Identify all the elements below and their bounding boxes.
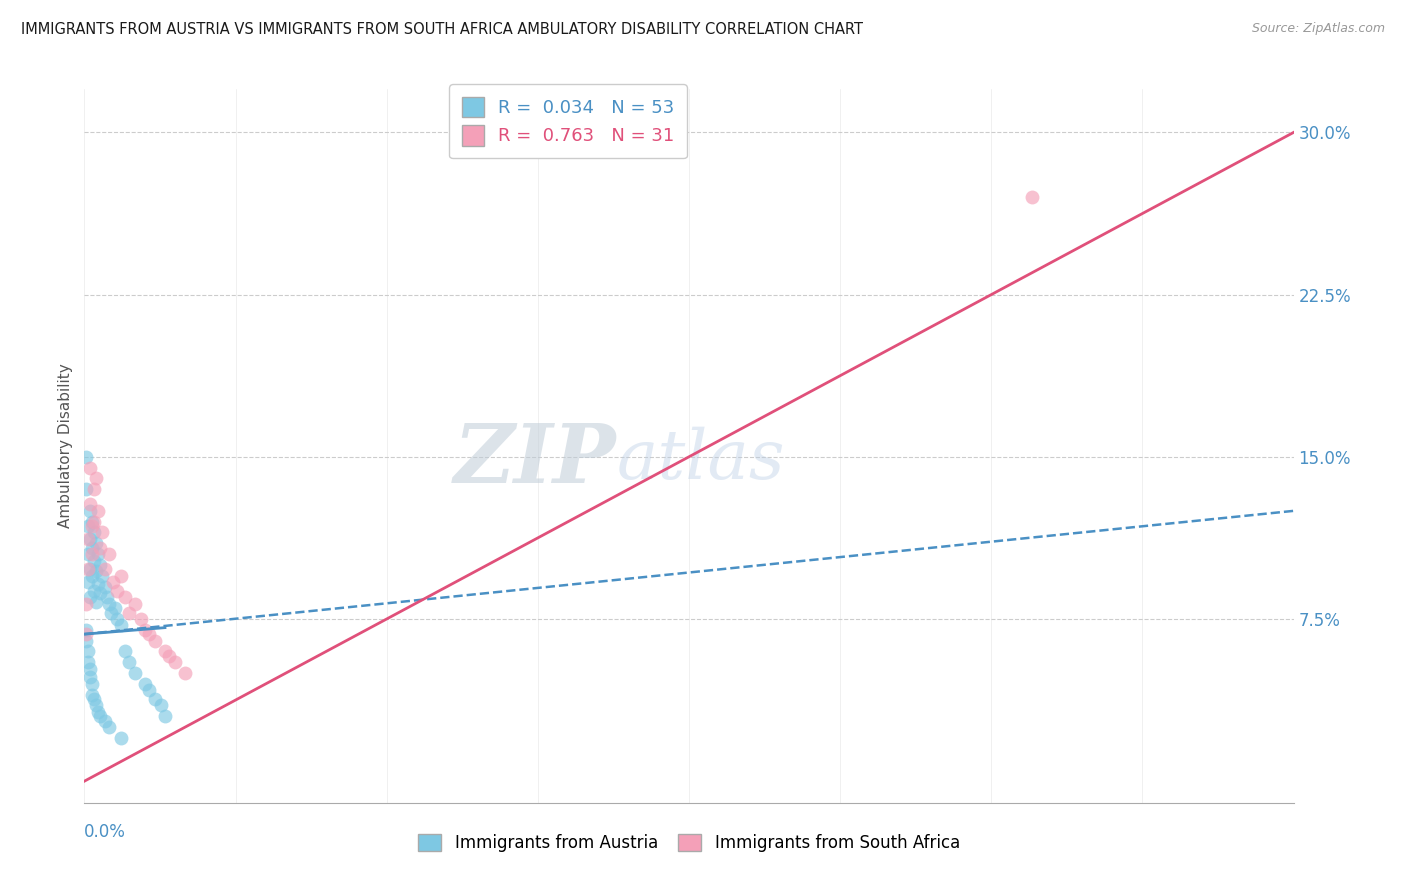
Point	[75, 633, 97, 648]
Point	[118, 606, 141, 620]
Point	[157, 648, 180, 663]
Point	[110, 618, 132, 632]
Point	[87, 547, 110, 561]
Text: IMMIGRANTS FROM AUSTRIA VS IMMIGRANTS FROM SOUTH AFRICA AMBULATORY DISABILITY CO: IMMIGRANTS FROM AUSTRIA VS IMMIGRANTS FR…	[21, 22, 863, 37]
Point	[124, 666, 146, 681]
Point	[93, 562, 115, 576]
Point	[87, 577, 110, 591]
Point	[89, 709, 111, 723]
Point	[97, 720, 120, 734]
Point	[97, 597, 120, 611]
Text: ZIP: ZIP	[454, 420, 616, 500]
Point	[82, 519, 104, 533]
Point	[75, 627, 97, 641]
Point	[77, 532, 100, 546]
Point	[77, 655, 100, 669]
Point	[83, 583, 105, 598]
Point	[79, 591, 101, 605]
Point	[105, 612, 128, 626]
Point	[86, 565, 108, 579]
Point	[101, 575, 124, 590]
Point	[87, 705, 110, 719]
Point	[138, 683, 160, 698]
Point	[75, 482, 97, 496]
Point	[86, 698, 108, 713]
Point	[82, 515, 104, 529]
Point	[134, 623, 156, 637]
Point	[153, 709, 176, 723]
Point	[83, 553, 105, 567]
Point	[100, 606, 122, 620]
Point	[174, 666, 197, 681]
Point	[77, 644, 100, 658]
Text: Source: ZipAtlas.com: Source: ZipAtlas.com	[1251, 22, 1385, 36]
Point	[83, 692, 105, 706]
Point	[82, 541, 104, 555]
Point	[79, 562, 101, 576]
Point	[77, 562, 100, 576]
Point	[143, 633, 166, 648]
Point	[75, 623, 97, 637]
Point	[93, 714, 115, 728]
Legend: Immigrants from Austria, Immigrants from South Africa: Immigrants from Austria, Immigrants from…	[412, 827, 966, 859]
Point	[83, 515, 105, 529]
Point	[89, 586, 111, 600]
Point	[75, 450, 97, 464]
Point	[86, 595, 108, 609]
Point	[82, 688, 104, 702]
Point	[124, 597, 146, 611]
Point	[82, 677, 104, 691]
Point	[79, 497, 101, 511]
Point	[79, 532, 101, 546]
Point	[77, 547, 100, 561]
Y-axis label: Ambulatory Disability: Ambulatory Disability	[58, 364, 73, 528]
Point	[75, 597, 97, 611]
Point	[77, 519, 100, 533]
Point	[149, 698, 172, 713]
Point	[114, 644, 136, 658]
Point	[83, 525, 105, 540]
Point	[91, 525, 114, 540]
Text: 0.0%: 0.0%	[84, 822, 127, 841]
Point	[79, 504, 101, 518]
Point	[165, 655, 187, 669]
Point	[82, 547, 104, 561]
Point	[110, 568, 132, 582]
Point	[118, 655, 141, 669]
Point	[82, 568, 104, 582]
Point	[91, 568, 114, 582]
Point	[114, 591, 136, 605]
Point	[110, 731, 132, 745]
Point	[86, 536, 108, 550]
Point	[79, 670, 101, 684]
Point	[77, 575, 100, 590]
Point	[96, 591, 118, 605]
Point	[134, 677, 156, 691]
Point	[79, 662, 101, 676]
Point	[86, 471, 108, 485]
Point	[138, 627, 160, 641]
Point	[104, 601, 127, 615]
Point	[89, 541, 111, 555]
Point	[1021, 190, 1043, 204]
Point	[87, 504, 110, 518]
Point	[143, 692, 166, 706]
Point	[83, 482, 105, 496]
Point	[105, 583, 128, 598]
Point	[153, 644, 176, 658]
Point	[97, 547, 120, 561]
Point	[93, 580, 115, 594]
Point	[79, 460, 101, 475]
Point	[89, 558, 111, 572]
Point	[129, 612, 152, 626]
Text: atlas: atlas	[616, 427, 785, 493]
